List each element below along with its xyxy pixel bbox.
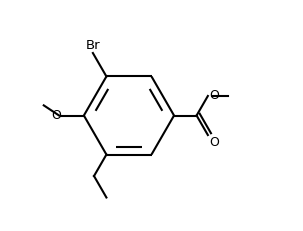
Text: Br: Br — [85, 39, 100, 52]
Text: O: O — [209, 136, 219, 149]
Text: O: O — [209, 89, 219, 103]
Text: O: O — [52, 109, 61, 122]
